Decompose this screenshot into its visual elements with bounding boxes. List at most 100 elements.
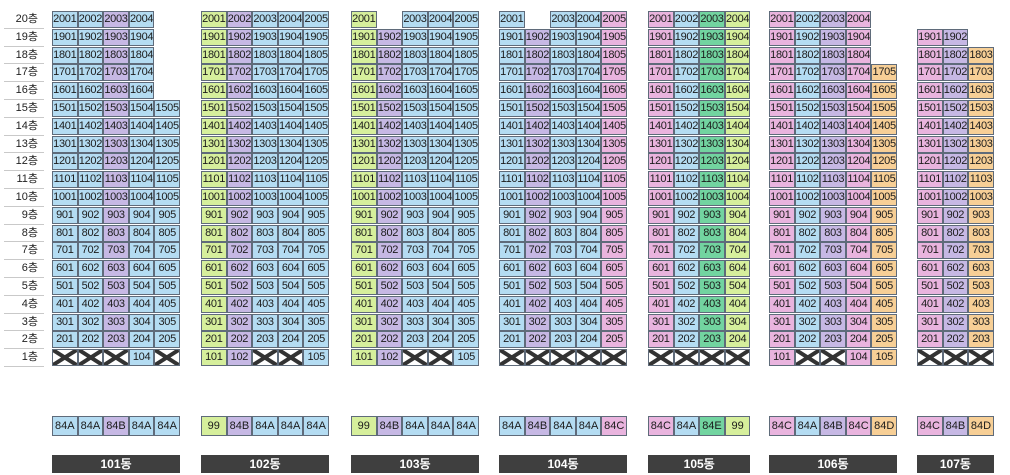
- unit-cell: 1904: [128, 28, 155, 46]
- unit-cell: 502: [794, 278, 821, 295]
- unit-cell: 1703: [252, 64, 278, 82]
- empty-unit: [917, 349, 943, 367]
- unit-cell: 705: [601, 242, 627, 260]
- unit-cell: 1601: [351, 82, 377, 100]
- unit-cell: 1304: [277, 135, 304, 153]
- floor-label: 18층: [15, 48, 38, 61]
- unit-cell: 1402: [226, 117, 253, 135]
- unit-cell: 1602: [524, 82, 551, 100]
- unit-cell: 703: [699, 242, 725, 260]
- unit-cell: 205: [453, 331, 479, 349]
- unit-cell: 202: [77, 331, 104, 349]
- unit-cell: 803: [968, 224, 994, 242]
- unit-cell: 1903: [820, 28, 846, 46]
- unit-cell: 1004: [277, 189, 304, 206]
- unit-cell: 304: [277, 313, 304, 331]
- unit-cell: 1002: [794, 189, 821, 206]
- unit-cell: 1005: [601, 189, 627, 206]
- unit-cell: 904: [845, 206, 872, 224]
- unit-cell: 602: [673, 260, 700, 278]
- unit-cell: 1801: [499, 46, 525, 64]
- unit-cell: 1205: [154, 153, 180, 171]
- unit-cell: 603: [699, 260, 725, 278]
- unit-cell: 1004: [128, 189, 155, 206]
- unit-cell: 301: [648, 313, 674, 331]
- unit-cell: 1602: [794, 82, 821, 100]
- unit-cell: 102: [376, 349, 403, 367]
- unit-cell: 1801: [201, 46, 227, 64]
- unit-type-label: 84B: [942, 416, 969, 436]
- unit-cell: 805: [303, 224, 329, 242]
- unit-cell: 803: [402, 224, 428, 242]
- unit-cell: 601: [648, 260, 674, 278]
- unit-cell: 602: [376, 260, 403, 278]
- unit-cell: 905: [453, 206, 479, 224]
- floor-rule: [4, 170, 44, 172]
- empty-unit: [499, 349, 525, 367]
- unit-cell: 804: [845, 224, 872, 242]
- unit-cell: 203: [252, 331, 278, 349]
- unit-cell: 501: [201, 278, 227, 295]
- unit-cell: 901: [769, 206, 795, 224]
- unit-cell: 603: [550, 260, 576, 278]
- unit-cell: 704: [277, 242, 304, 260]
- unit-cell: 604: [128, 260, 155, 278]
- unit-cell: 704: [575, 242, 602, 260]
- unit-cell: 802: [942, 224, 969, 242]
- unit-cell: 203: [550, 331, 576, 349]
- unit-type-label: 84A: [154, 416, 180, 436]
- unit-cell: 802: [77, 224, 104, 242]
- unit-type-label: 84C: [917, 416, 943, 436]
- unit-cell: 404: [427, 295, 454, 313]
- unit-cell: 1604: [575, 82, 602, 100]
- unit-cell: 1205: [453, 153, 479, 171]
- unit-cell: 804: [128, 224, 155, 242]
- unit-cell: 1002: [77, 189, 104, 206]
- unit-cell: 201: [201, 331, 227, 349]
- unit-cell: 1802: [524, 46, 551, 64]
- unit-type-label: 84D: [871, 416, 897, 436]
- floor-label: 16층: [15, 84, 38, 97]
- unit-cell: 1004: [724, 189, 751, 206]
- unit-cell: 1403: [968, 117, 994, 135]
- unit-cell: 903: [699, 206, 725, 224]
- unit-cell: 303: [402, 313, 428, 331]
- unit-cell: 1401: [201, 117, 227, 135]
- unit-cell: 1603: [699, 82, 725, 100]
- unit-cell: 403: [252, 295, 278, 313]
- unit-cell: 105: [453, 349, 479, 367]
- unit-cell: 602: [226, 260, 253, 278]
- floor-rule: [4, 188, 44, 189]
- unit-cell: 302: [942, 313, 969, 331]
- unit-cell: 1801: [769, 46, 795, 64]
- unit-cell: 904: [427, 206, 454, 224]
- unit-cell: 105: [303, 349, 329, 367]
- unit-cell: 1001: [769, 189, 795, 206]
- unit-cell: 304: [724, 313, 751, 331]
- floor-label: 6층: [21, 262, 38, 275]
- unit-type-label: 84A: [550, 416, 576, 436]
- unit-cell: 701: [769, 242, 795, 260]
- unit-cell: 902: [376, 206, 403, 224]
- unit-cell: 1501: [917, 100, 943, 117]
- unit-cell: 1502: [794, 100, 821, 117]
- unit-cell: 2003: [103, 11, 129, 28]
- unit-type-label: 84A: [575, 416, 602, 436]
- unit-cell: 1501: [201, 100, 227, 117]
- empty-unit: [601, 349, 627, 367]
- unit-cell: 405: [871, 295, 897, 313]
- unit-cell: 1501: [648, 100, 674, 117]
- unit-cell: 1604: [128, 82, 155, 100]
- unit-cell: 504: [128, 278, 155, 295]
- unit-cell: 401: [499, 295, 525, 313]
- unit-cell: 1103: [699, 171, 725, 189]
- unit-cell: 1201: [917, 153, 943, 171]
- unit-cell: 204: [427, 331, 454, 349]
- unit-cell: 804: [277, 224, 304, 242]
- unit-cell: 1204: [724, 153, 751, 171]
- empty-unit: [699, 349, 725, 367]
- unit-cell: 1904: [845, 28, 872, 46]
- unit-cell: 304: [845, 313, 872, 331]
- unit-cell: 703: [968, 242, 994, 260]
- unit-cell: 1605: [601, 82, 627, 100]
